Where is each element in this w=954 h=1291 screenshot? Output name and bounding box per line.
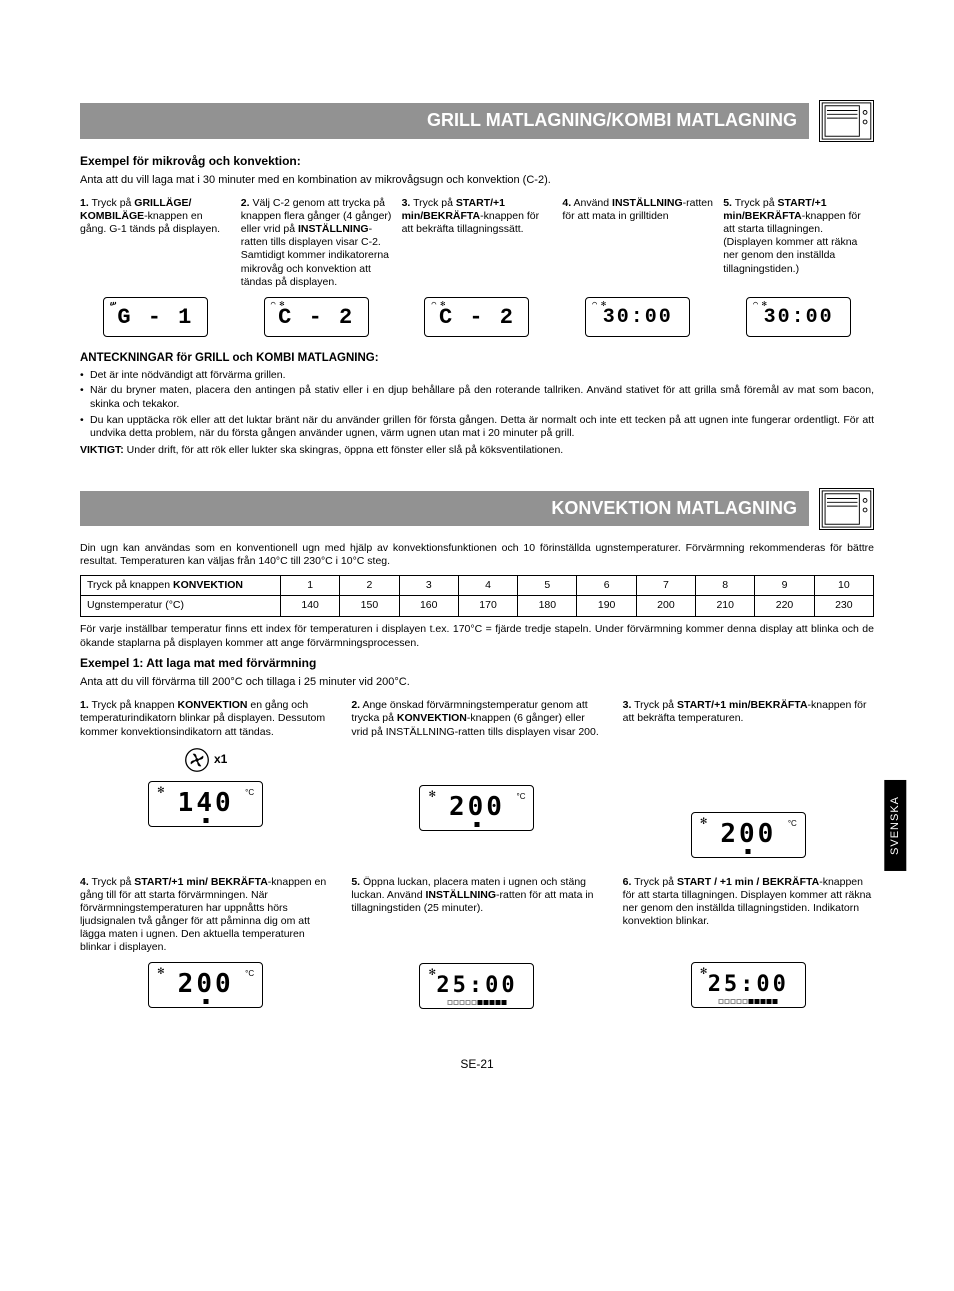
step-1: 1. Tryck på GRILLÄGE/ KOMBILÄGE-knappen … [80,197,231,289]
post-table-text: För varje inställbar temperatur finns et… [80,623,874,650]
steps-row-1: 1. Tryck på knappen KONVEKTION en gång o… [80,699,874,875]
step-4: 4. Använd INSTÄLLNING-ratten för att mat… [562,197,713,289]
conv-step-2: 2. Ange önskad förvärmningstemperatur ge… [351,699,602,738]
section1-steps: 1. Tryck på GRILLÄGE/ KOMBILÄGE-knappen … [80,197,874,289]
lcd-display: ሠG - 1 [103,297,208,337]
microwave-icon [819,488,874,530]
conv-step-6: 6. Tryck på START / +1 min / BEKRÄFTA-kn… [623,876,874,929]
note-item: Det är inte nödvändigt att förvärma gril… [80,369,874,383]
notes-list: Det är inte nödvändigt att förvärma gril… [80,369,874,441]
note-item: Du kan upptäcka rök eller att det luktar… [80,414,874,441]
conv-step-1: 1. Tryck på knappen KONVEKTION en gång o… [80,699,331,738]
conv-step-5: 5. Öppna luckan, placera maten i ugnen o… [351,876,602,915]
example-title: Exempel 1: Att laga mat med förvärmning [80,656,874,672]
lcd-display: ⌒✻30:00 [746,297,851,337]
conv-step-3: 3. Tryck på START/+1 min/BEKRÄFTA-knappe… [623,699,874,725]
lcd-display: ✻25:00 [419,963,534,1009]
table-cell: Tryck på knappen KONVEKTION [81,575,281,596]
lcd-display: ✻°C200 [419,785,534,831]
important-note: VIKTIGT: Under drift, för att rök eller … [80,444,874,458]
section1-intro: Anta att du vill laga mat i 30 minuter m… [80,173,874,187]
lcd-display: ⌒✻C - 2 [264,297,369,337]
section1-title: GRILL MATLAGNING/KOMBI MATLAGNING [80,103,809,138]
section2-desc: Din ugn kan användas som en konventionel… [80,542,874,569]
page-number: SE-21 [80,1057,874,1073]
lcd-display: ✻°C200 [148,962,263,1008]
steps-row-2: 4. Tryck på START/+1 min/ BEKRÄFTA-knapp… [80,876,874,1027]
table-row: Ugnstemperatur (°C) 14015016017018019020… [81,596,874,617]
convection-fan-icon: x1 [80,747,331,773]
table-row: Tryck på knappen KONVEKTION 12345678910 [81,575,874,596]
section2-header: KONVEKTION MATLAGNING [80,488,874,530]
table-cell: Ugnstemperatur (°C) [81,596,281,617]
step-5: 5. Tryck på START/+1 min/BEKRÄFTA-knappe… [723,197,874,289]
lcd-display: ⌒✻30:00 [585,297,690,337]
lcd-display: ✻°C200 [691,812,806,858]
microwave-icon [819,100,874,142]
note-item: När du bryner maten, placera den antinge… [80,384,874,411]
lcd-display: ✻25:00 [691,962,806,1008]
lcd-display: ✻°C140 [148,781,263,827]
section1-displays: ሠG - 1 ⌒✻C - 2 ⌒✻C - 2 ⌒✻30:00 ⌒✻30:00 [80,297,874,337]
temperature-table: Tryck på knappen KONVEKTION 12345678910 … [80,575,874,617]
notes-title: ANTECKNINGAR för GRILL och KOMBI MATLAGN… [80,351,874,366]
language-tab: SVENSKA [884,780,906,871]
section2-title: KONVEKTION MATLAGNING [80,491,809,526]
lcd-display: ⌒✻C - 2 [424,297,529,337]
example-intro: Anta att du vill förvärma till 200°C och… [80,675,874,689]
section1-subtitle: Exempel för mikrovåg och konvektion: [80,154,874,170]
conv-step-4: 4. Tryck på START/+1 min/ BEKRÄFTA-knapp… [80,876,331,955]
step-3: 3. Tryck på START/+1 min/BEKRÄFTA-knappe… [402,197,553,289]
section1-header: GRILL MATLAGNING/KOMBI MATLAGNING [80,100,874,142]
step-2: 2. Välj C-2 genom att trycka på knappen … [241,197,392,289]
